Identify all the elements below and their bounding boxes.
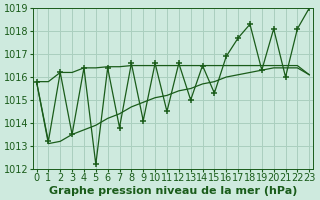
X-axis label: Graphe pression niveau de la mer (hPa): Graphe pression niveau de la mer (hPa) — [49, 186, 297, 196]
